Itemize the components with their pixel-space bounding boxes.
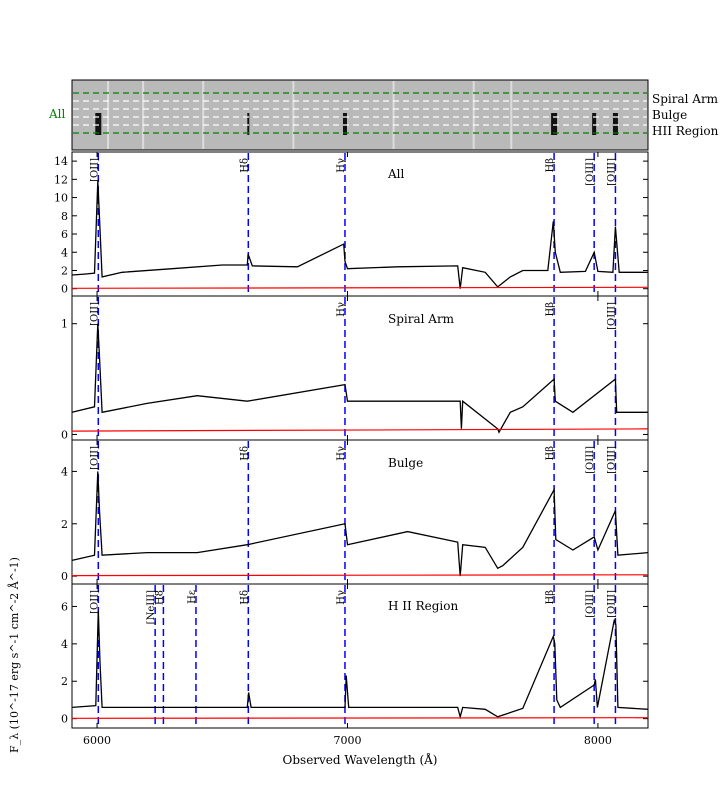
strip-emission-Hγ bbox=[342, 113, 347, 135]
spectrum-line bbox=[71, 181, 648, 289]
line-label: Hδ bbox=[239, 158, 250, 173]
x-tick-label: 7000 bbox=[333, 734, 361, 747]
x-tick-label: 8000 bbox=[584, 734, 612, 747]
panel-title-hii-region: H II Region bbox=[388, 599, 458, 613]
line-label: [OIII] bbox=[606, 158, 617, 186]
panel-all: All 0 2 4 6 8 10 12 14 [OII] Hδ Hγ Hβ [OIII] [OIII] bbox=[54, 151, 649, 297]
x-tick-label: 6000 bbox=[83, 734, 111, 747]
panel-frame bbox=[71, 295, 649, 441]
y-tick-label: 2 bbox=[61, 264, 68, 277]
line-label: [OIII] bbox=[585, 158, 596, 186]
strip-sky-line-4 bbox=[392, 81, 395, 149]
y-tick-label: 0 bbox=[61, 428, 68, 441]
strip-label-spiral-arm: Spiral Arm bbox=[652, 92, 719, 106]
strip-label-bulge: Bulge bbox=[652, 108, 687, 122]
image-strip: All Spiral Arm Bulge HII Region bbox=[48, 79, 719, 151]
line-label: H8 bbox=[154, 590, 165, 605]
strip-sky-line-2 bbox=[202, 81, 205, 149]
strip-sky-line-0 bbox=[107, 81, 110, 149]
strip-label-all: All bbox=[48, 107, 66, 121]
strip-sky-line-3 bbox=[292, 81, 295, 149]
y-tick-label: 14 bbox=[54, 155, 68, 168]
strip-emission-Hδ bbox=[247, 113, 250, 135]
strip-emission-OIII bbox=[592, 113, 597, 135]
line-label: Hβ bbox=[545, 590, 556, 605]
y-tick-label: 2 bbox=[61, 518, 68, 531]
spectrum-line bbox=[71, 471, 649, 577]
spectrum-line bbox=[71, 323, 648, 434]
strip-emission-OIII2 bbox=[612, 113, 618, 135]
error-line bbox=[71, 717, 649, 719]
y-tick-label: 0 bbox=[61, 570, 68, 583]
panel-title-spiral-arm: Spiral Arm bbox=[388, 312, 455, 326]
strip-sky-line-6 bbox=[510, 81, 513, 149]
y-tick-label: 2 bbox=[61, 675, 68, 688]
line-label: [OIII] bbox=[606, 302, 617, 330]
panel-frame bbox=[71, 439, 649, 585]
panel-title-all: All bbox=[387, 167, 405, 181]
y-tick-label: 1 bbox=[61, 318, 68, 331]
error-line bbox=[71, 286, 649, 289]
line-label: Hε bbox=[187, 590, 198, 604]
y-tick-label: 4 bbox=[61, 465, 68, 478]
line-label: [OIII] bbox=[606, 446, 617, 474]
y-tick-label: 10 bbox=[54, 192, 68, 205]
y-tick-label: 0 bbox=[61, 713, 68, 726]
strip-sky-line-1 bbox=[142, 81, 145, 149]
y-tick-label: 4 bbox=[61, 638, 68, 651]
line-label: Hγ bbox=[336, 590, 347, 605]
error-line bbox=[71, 428, 649, 432]
line-label: [OIII] bbox=[606, 590, 617, 618]
line-label: Hδ bbox=[239, 590, 250, 605]
image-strip-content bbox=[73, 81, 647, 149]
line-label: [OIII] bbox=[585, 590, 596, 618]
strip-sky-line-5 bbox=[472, 81, 475, 149]
panel-frame bbox=[71, 583, 649, 729]
line-label: [OII] bbox=[89, 590, 100, 614]
strip-emission-Hβ bbox=[551, 113, 558, 135]
panel-bulge: Bulge 0 2 4 [OII] Hδ Hγ Hβ [OIII] [OIII] bbox=[61, 439, 649, 585]
y-tick-label: 6 bbox=[61, 600, 68, 613]
line-label: [OII] bbox=[89, 302, 100, 326]
error-line bbox=[71, 574, 649, 577]
y-axis-label: F_λ (10^-17 erg s^-1 cm^-2 Å^-1) bbox=[7, 557, 21, 753]
line-label: Hγ bbox=[336, 302, 347, 317]
panel-frame bbox=[71, 151, 649, 297]
line-label: Hγ bbox=[336, 158, 347, 173]
line-label: [OIII] bbox=[585, 446, 596, 474]
line-label: Hγ bbox=[336, 446, 347, 461]
panel-title-bulge: Bulge bbox=[388, 456, 423, 470]
y-tick-label: 8 bbox=[61, 210, 68, 223]
spectrum-line bbox=[71, 610, 649, 720]
strip-emission-OII bbox=[95, 113, 102, 135]
line-label: Hβ bbox=[545, 302, 556, 317]
x-axis-label: Observed Wavelength (Å) bbox=[283, 752, 438, 767]
line-label: Hδ bbox=[239, 446, 250, 461]
image-strip-frame bbox=[71, 79, 649, 151]
line-label: [OII] bbox=[89, 158, 100, 182]
y-tick-label: 0 bbox=[61, 283, 68, 296]
line-label: Hβ bbox=[545, 158, 556, 173]
panel-spiral-arm: Spiral Arm 0 1 [OII] Hγ Hβ [OIII] bbox=[61, 295, 649, 441]
line-label: Hβ bbox=[545, 446, 556, 461]
y-tick-label: 4 bbox=[61, 246, 68, 259]
y-tick-label: 12 bbox=[54, 173, 68, 186]
line-label: [NeIII] bbox=[146, 590, 157, 624]
panel-hii-region: H II Region 0 2 4 6 6000 7000 8000 [OII] [NeIII]… bbox=[61, 583, 649, 747]
line-label: [OII] bbox=[89, 446, 100, 470]
strip-label-hii-region: HII Region bbox=[652, 124, 719, 138]
y-tick-label: 6 bbox=[61, 228, 68, 241]
